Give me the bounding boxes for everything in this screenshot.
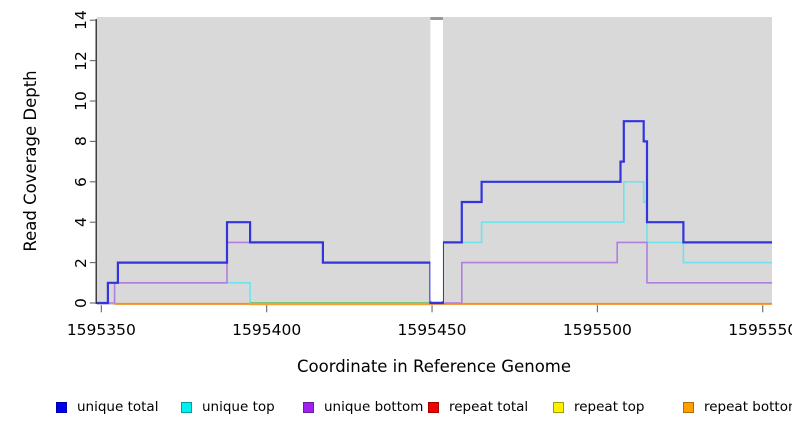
x-tick-label: 1595550 [728,321,792,339]
plot-area [89,17,772,313]
legend-swatch-icon [553,401,564,413]
no-data-gap-band [430,17,443,302]
x-tick-label: 1595400 [232,321,302,339]
legend-label: repeat top [574,399,645,415]
legend-label: repeat total [449,399,529,415]
series-line-unique-total [96,120,772,305]
legend-item-repeat-total: repeat total [428,399,528,415]
legend-swatch-icon [303,401,314,413]
y-tick-label: 4 [72,217,90,228]
y-tick-label: 6 [72,176,90,187]
legend-swatch-icon [181,401,192,413]
legend-item-unique-top: unique top [181,399,275,415]
y-tick-label: 0 [72,298,90,308]
legend-swatch-icon [683,401,694,413]
legend-item-unique-total: unique total [56,399,158,415]
x-tick-label: 1595350 [66,321,136,339]
legend-label: unique total [77,399,159,415]
legend-swatch-icon [428,401,439,413]
legend-label: repeat bottom [704,399,792,415]
legend-swatch-icon [56,401,67,413]
x-tick-label: 1595450 [397,321,467,339]
y-tick-label: 8 [72,136,90,147]
legend-item-repeat-top: repeat top [553,399,644,415]
x-axis-title: Coordinate in Reference Genome [296,357,572,376]
y-axis-title: Read Coverage Depth [21,70,40,252]
y-tick-label: 10 [72,91,90,111]
legend-label: unique bottom [324,399,424,415]
y-tick-label: 2 [72,257,90,268]
x-tick-label: 1595500 [562,321,632,339]
gap-band-top-notch [430,17,443,20]
legend-item-unique-bottom: unique bottom [303,399,423,415]
y-tick-label: 14 [72,10,90,31]
legend-label: unique top [202,399,275,415]
legend-item-repeat-bottom: repeat bottom [683,399,792,415]
y-tick-label: 12 [72,50,90,71]
